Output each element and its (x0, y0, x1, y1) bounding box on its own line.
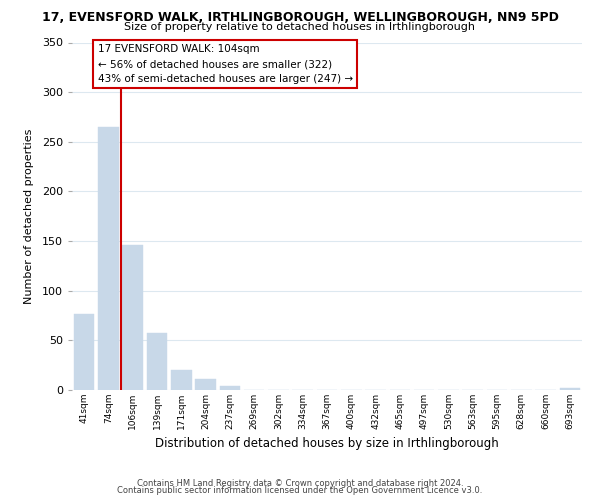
Text: Contains HM Land Registry data © Crown copyright and database right 2024.: Contains HM Land Registry data © Crown c… (137, 478, 463, 488)
Text: 17 EVENSFORD WALK: 104sqm
← 56% of detached houses are smaller (322)
43% of semi: 17 EVENSFORD WALK: 104sqm ← 56% of detac… (97, 44, 353, 84)
Text: 17, EVENSFORD WALK, IRTHLINGBOROUGH, WELLINGBOROUGH, NN9 5PD: 17, EVENSFORD WALK, IRTHLINGBOROUGH, WEL… (41, 11, 559, 24)
Y-axis label: Number of detached properties: Number of detached properties (23, 128, 34, 304)
Text: Contains public sector information licensed under the Open Government Licence v3: Contains public sector information licen… (118, 486, 482, 495)
Bar (171, 370, 191, 390)
Text: Size of property relative to detached houses in Irthlingborough: Size of property relative to detached ho… (125, 22, 476, 32)
Bar (98, 127, 119, 390)
Bar (74, 314, 94, 390)
Bar (195, 379, 216, 390)
Bar (220, 386, 240, 390)
X-axis label: Distribution of detached houses by size in Irthlingborough: Distribution of detached houses by size … (155, 438, 499, 450)
Bar (560, 388, 580, 390)
Bar (146, 334, 167, 390)
Bar (122, 245, 143, 390)
